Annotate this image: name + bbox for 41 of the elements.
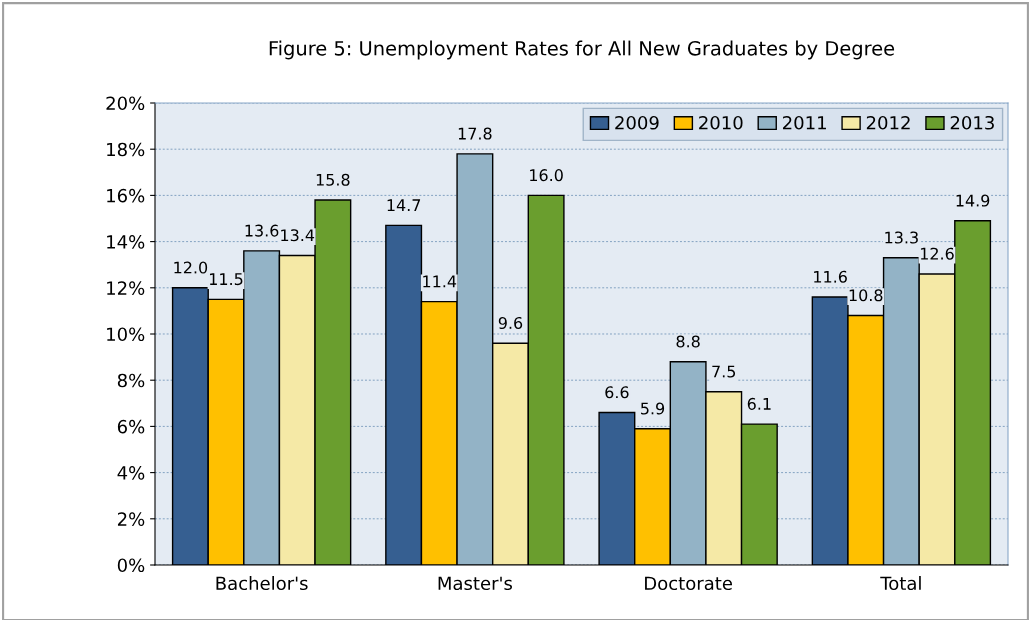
data-label: 14.7 <box>387 199 421 211</box>
y-tick-label: 20% <box>106 96 145 111</box>
data-label: 16.0 <box>530 169 563 182</box>
data-label: 12.6 <box>920 247 954 260</box>
data-label: 6.1 <box>747 397 771 410</box>
data-label: 6.6 <box>605 386 629 399</box>
legend-label: 2013 <box>950 115 994 130</box>
data-label: 11.4 <box>423 275 457 288</box>
y-tick-label: 0% <box>117 558 145 573</box>
y-tick-label: 16% <box>107 188 145 203</box>
y-tick-label: 10% <box>107 327 145 342</box>
legend-label: 2009 <box>615 115 659 130</box>
data-label: 13.6 <box>245 224 279 237</box>
data-label: 8.8 <box>676 335 700 348</box>
y-tick-label: 2% <box>117 512 145 526</box>
legend-label: 2010 <box>699 115 743 130</box>
data-label: 7.5 <box>712 365 736 378</box>
data-label: 14.9 <box>956 194 990 207</box>
y-tick-label: 18% <box>107 142 145 157</box>
data-label: 5.9 <box>641 402 665 415</box>
x-tick-label: Master's <box>438 576 513 591</box>
data-label: 10.8 <box>849 289 883 302</box>
data-label: 17.8 <box>458 127 492 140</box>
data-label: 12.0 <box>174 261 208 274</box>
chart-title: Figure 5: Unemployment Rates for All New Graduates by Degree <box>269 40 895 60</box>
y-tick-label: 6% <box>117 419 145 434</box>
data-label: 13.4 <box>281 229 315 242</box>
data-label: 11.6 <box>814 270 847 283</box>
data-label: 9.6 <box>498 316 523 330</box>
y-tick-label: 8% <box>117 373 145 388</box>
legend-label: 2012 <box>866 115 910 130</box>
y-tick-label: 14% <box>107 235 145 249</box>
data-label: 15.8 <box>316 173 350 186</box>
y-tick-label: 4% <box>117 466 145 480</box>
data-label: 13.3 <box>885 231 918 244</box>
legend-label: 2011 <box>783 115 826 130</box>
y-tick-label: 12% <box>107 281 145 295</box>
x-tick-label: Total <box>880 576 921 591</box>
x-tick-label: Bachelor's <box>216 576 308 591</box>
x-tick-label: Doctorate <box>645 576 732 591</box>
data-label: 11.5 <box>209 273 243 286</box>
